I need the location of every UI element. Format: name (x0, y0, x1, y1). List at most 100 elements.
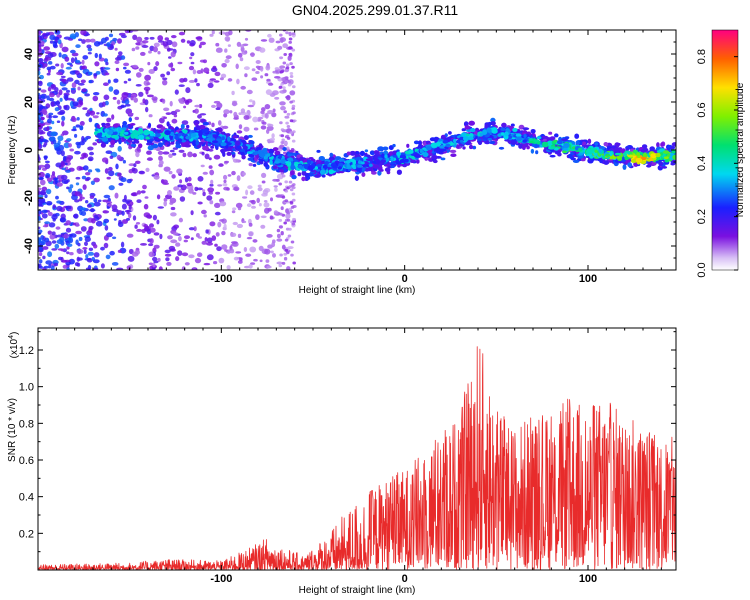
spectrogram-noise-cell (285, 31, 289, 35)
spectrogram-noise-cell (132, 34, 138, 40)
spectrogram-noise-cell (186, 184, 192, 190)
spectrogram-noise-cell (273, 185, 278, 188)
spectrogram-noise-cell (223, 174, 228, 180)
spectrogram-noise-cell (149, 223, 154, 228)
spectrogram-noise-cell (72, 101, 79, 107)
spectrogram-noise-cell (81, 152, 89, 159)
spectrogram-noise-cell (224, 58, 230, 64)
snr-ytick-label: 0.4 (19, 492, 34, 504)
spectrogram-noise-cell (111, 204, 118, 211)
spectrogram-ridge-cell (441, 136, 446, 140)
spectrogram-noise-cell (286, 112, 291, 116)
spectrogram-noise-cell (256, 197, 261, 204)
spectrogram-noise-cell (127, 255, 135, 262)
spectrogram-noise-cell (45, 160, 50, 164)
spectrogram-noise-cell (236, 41, 242, 47)
spectrogram-ridge-cell (536, 136, 542, 140)
spectrogram-noise-cell (162, 182, 169, 185)
spectrogram-ridge-cell (392, 150, 397, 155)
spectrogram-noise-cell (281, 261, 286, 265)
spectrogram-ridge-cell (594, 149, 598, 153)
spectrogram-noise-cell (168, 56, 172, 59)
spectrogram-ridge-cell (414, 153, 420, 157)
spectrogram-ridge-cell (549, 154, 556, 158)
spectrogram-ridge-cell (298, 165, 303, 169)
spectrogram-ridge-cell (307, 176, 311, 180)
spectrogram-noise-cell (164, 253, 172, 257)
spectrogram-noise-cell (178, 98, 185, 103)
spectrogram-ridge-cell (357, 164, 363, 168)
spectrogram-cells (38, 30, 676, 270)
spectrogram-noise-cell (213, 100, 221, 104)
spectrogram-noise-cell (40, 179, 46, 186)
spectrogram-noise-cell (289, 72, 294, 75)
spectrogram-noise-cell (290, 253, 294, 257)
spectrogram-noise-cell (93, 92, 100, 96)
spectrogram-noise-cell (282, 129, 287, 132)
spectrogram-noise-cell (38, 203, 43, 207)
spectrogram-noise-cell (280, 82, 284, 86)
spectrogram-noise-cell (224, 48, 228, 53)
spectrogram-ridge-cell (181, 129, 188, 134)
spectrogram-noise-cell (194, 257, 202, 264)
spectrogram-noise-cell (279, 121, 283, 125)
spectrogram-noise-cell (284, 189, 289, 193)
spectrogram-ridge-cell (207, 134, 213, 138)
spectrogram-noise-cell (284, 199, 289, 203)
spectrogram-noise-cell (280, 141, 285, 144)
spectrogram-noise-cell (62, 264, 68, 269)
spectrogram-noise-cell (267, 244, 273, 249)
spectrogram-ridge-cell (166, 121, 170, 127)
spectrogram-ridge-cell (603, 160, 609, 165)
spectrogram-noise-cell (284, 69, 288, 73)
spectrogram-noise-cell (157, 257, 161, 262)
spectrogram-noise-cell (93, 244, 98, 249)
spectrogram-noise-cell (50, 101, 55, 107)
spectrogram-noise-cell (104, 225, 109, 231)
spectrogram-ridge-cell (307, 165, 314, 171)
spectrogram-noise-cell (153, 244, 160, 249)
spectrogram-noise-cell (38, 197, 46, 203)
spectrogram-noise-cell (257, 116, 264, 120)
spectrogram-ridge-cell (314, 174, 321, 178)
spectrogram-ridge-cell (465, 133, 470, 137)
spectrogram-noise-cell (145, 167, 150, 172)
spectrogram-noise-cell (94, 61, 100, 67)
spectrogram-noise-cell (227, 44, 231, 47)
spectrogram-noise-cell (260, 224, 266, 229)
spectrogram-noise-cell (255, 71, 260, 74)
spectrogram-ridge-cell (301, 176, 306, 182)
spectrogram-noise-cell (49, 234, 56, 240)
spectrogram-noise-cell (103, 82, 109, 86)
spectrogram-ridge-cell (510, 123, 515, 127)
spectrogram-noise-cell (87, 156, 94, 162)
spectrogram-ridge-cell (661, 166, 668, 169)
spectrogram-noise-cell (60, 63, 64, 69)
spectrogram-noise-cell (218, 120, 222, 126)
spectrogram-ridge-cell (459, 139, 464, 143)
spectrogram-noise-cell (279, 56, 284, 60)
spectrogram-ridge-cell (655, 152, 661, 158)
spectrogram-noise-cell (262, 189, 269, 195)
spectrogram-noise-cell (247, 185, 253, 190)
spectrogram-ridge-cell (269, 159, 273, 165)
spectrogram-noise-cell (86, 257, 93, 263)
spectrogram-ridge-cell (118, 139, 122, 145)
spectrogram-ridge-cell (155, 133, 162, 138)
spectrogram-noise-cell (176, 168, 183, 174)
spectrogram-noise-cell (52, 139, 57, 144)
spectrogram-noise-cell (272, 90, 279, 96)
spectrogram-noise-cell (43, 46, 50, 51)
spectrogram-noise-cell (97, 199, 102, 203)
spectrogram-noise-cell (253, 258, 258, 262)
spectrogram-ridge-cell (185, 135, 192, 140)
spectrogram-ridge-cell (572, 159, 580, 163)
spectrogram-noise-cell (84, 236, 91, 242)
spectrogram-noise-cell (223, 223, 227, 229)
spectrogram-noise-cell (231, 241, 238, 244)
spectrogram-noise-cell (224, 36, 231, 42)
spectrogram-noise-cell (281, 77, 286, 81)
spectrogram-noise-cell (168, 63, 174, 68)
spectrogram-noise-cell (144, 37, 149, 40)
spectrogram-noise-cell (145, 89, 149, 95)
